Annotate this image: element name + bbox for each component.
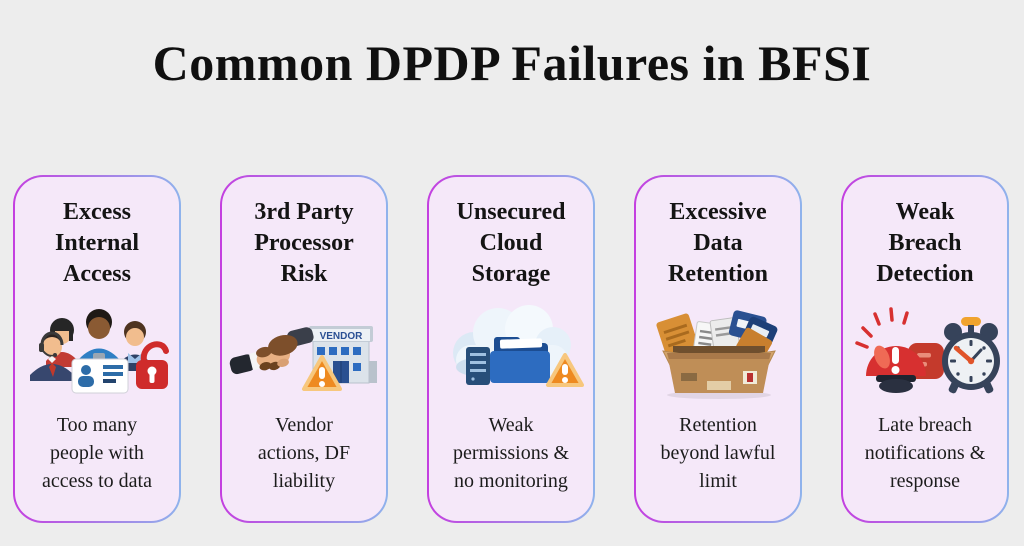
card-unsecured-cloud-storage: Unsecured Cloud Storage	[427, 175, 595, 523]
handshake-warning-vendor-icon: VENDOR	[229, 301, 379, 401]
card-description: Vendor actions, DF liability	[257, 414, 351, 492]
card-3rd-party-processor-risk: 3rd Party Processor Risk VENDOR	[220, 175, 388, 523]
card-description: Weak permissions & no monitoring	[452, 414, 570, 492]
card-excess-internal-access: Excess Internal Access	[13, 175, 181, 523]
card-description: Retention beyond lawful limit	[660, 414, 776, 492]
overflowing-archive-box-icon	[643, 301, 793, 401]
failure-cards-row: Excess Internal Access	[13, 175, 1009, 523]
page-title: Common DPDP Failures in BFSI	[152, 35, 872, 91]
card-excessive-data-retention: Excessive Data Retention	[634, 175, 802, 523]
card-title: Weak Breach Detection	[876, 199, 974, 288]
siren-alarm-clock-icon	[850, 301, 1000, 401]
card-title: Excessive Data Retention	[668, 199, 768, 288]
card-weak-breach-detection: Weak Breach Detection	[841, 175, 1009, 523]
card-description: Too many people with access to data	[42, 414, 152, 492]
cloud-folder-warning-icon	[436, 301, 586, 401]
card-title: 3rd Party Processor Risk	[254, 199, 354, 288]
people-group-lock-icon	[22, 301, 172, 401]
card-description: Late breach notifications & response	[864, 414, 986, 492]
card-title: Unsecured Cloud Storage	[456, 199, 566, 288]
vendor-sign-label: VENDOR	[320, 331, 364, 342]
card-title: Excess Internal Access	[55, 199, 139, 288]
